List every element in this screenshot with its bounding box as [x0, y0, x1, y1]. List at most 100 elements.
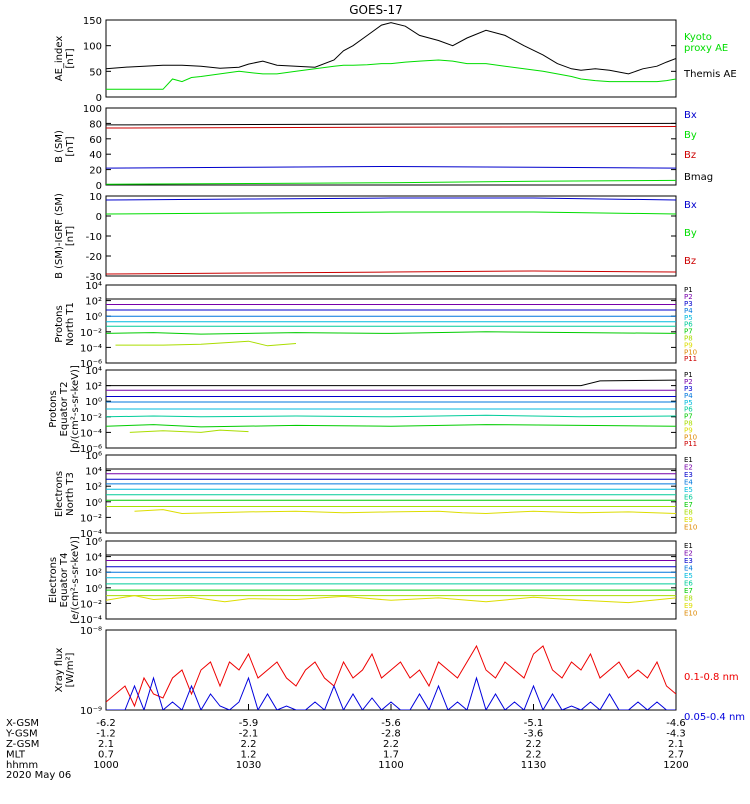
legend-entry-pn-p1: P1 — [684, 286, 693, 294]
series-line-bsm-by — [106, 179, 676, 185]
legend-entry-pe-p9: P9 — [684, 426, 693, 434]
y-tick-label: 0 — [96, 212, 102, 223]
x-row-value: -5.1 — [524, 718, 544, 729]
legend-entry-pe-p4: P4 — [684, 392, 693, 400]
legend-entry-en-e6: E6 — [684, 494, 693, 502]
panel-frame-bsm — [105, 107, 677, 186]
legend-entry-pe-p5: P5 — [684, 399, 693, 407]
y-tick-label: 10⁻⁴ — [80, 428, 102, 439]
panel-ee: 10⁻⁴ 10⁻² 10⁰ 10² 10⁴ 10⁶ ElectronsEquator T4[… — [48, 536, 697, 626]
panel-frame-en — [105, 454, 677, 534]
legend-entry-en-e10: E10 — [684, 524, 697, 532]
legend-entry-pn-p7: P7 — [684, 328, 693, 336]
y-axis-label-bigrf: B (SM)-IGRF (SM)[nT] — [54, 193, 76, 279]
y-tick-label: 10⁻⁴ — [80, 615, 102, 626]
series-line-pe-p6 — [106, 414, 676, 418]
x-row-value: -2.1 — [239, 729, 259, 740]
legend-entry-pn-p9: P9 — [684, 341, 693, 349]
y-tick-label: 10⁴ — [85, 553, 102, 564]
legend-entry-en-e9: E9 — [684, 516, 693, 524]
legend-entry-pe-p6: P6 — [684, 406, 693, 414]
panel-frame-bigrf — [105, 195, 677, 277]
legend-entry-bsm-bmag: Bmag — [684, 172, 713, 183]
y-tick-label: 10⁻² — [80, 413, 102, 424]
series-line-pe-p1 — [106, 379, 676, 387]
x-row-value: 0.7 — [98, 750, 114, 761]
series-line-bsm-bx — [106, 165, 676, 169]
x-row-value: 2.1 — [668, 739, 684, 750]
x-row-value: -2.8 — [381, 729, 401, 740]
legend-entry-pn-p8: P8 — [684, 335, 693, 343]
y-tick-label: 10² — [85, 568, 102, 579]
legend-entry-bigrf-bz: Bz — [684, 256, 696, 267]
legend-entry-pn-p6: P6 — [684, 321, 693, 329]
y-axis-label-ae: AE_index[nT] — [54, 36, 76, 82]
legend-entry-xray-0-1-0-8-nm: 0.1-0.8 nm — [684, 672, 739, 683]
legend-entry-ee-e2: E2 — [684, 550, 693, 558]
series-line-pe-p7 — [106, 424, 676, 428]
y-tick-label: 10⁴ — [85, 281, 102, 292]
x-row-value: 2.2 — [241, 739, 257, 750]
series-line-xray-0-05-0-4-nm — [106, 676, 676, 710]
series-line-pn-p7 — [106, 331, 676, 335]
y-axis-label-pn: ProtonsNorth T1 — [54, 302, 76, 346]
y-axis-label-xray: Xray flux[W/m²] — [54, 648, 76, 693]
y-tick-label: 40 — [89, 150, 102, 161]
y-tick-label: -20 — [86, 252, 102, 263]
x-row-value: 1030 — [236, 760, 261, 771]
legend-entry-ee-e9: E9 — [684, 602, 693, 610]
legend-entry-pn-p3: P3 — [684, 300, 693, 308]
panel-bsm: 0 20 40 60 80 100 B (SM)[nT] Bx By Bz Bmag — [54, 104, 713, 192]
x-row-value: -3.6 — [524, 729, 544, 740]
legend-entry-ee-e10: E10 — [684, 610, 697, 618]
legend-entry-pe-p10: P10 — [684, 433, 697, 441]
legend-entry-en-e8: E8 — [684, 509, 693, 517]
y-tick-label: 0 — [96, 181, 102, 192]
legend-entry-bigrf-by: By — [684, 228, 697, 239]
x-row-label-hhmm: hhmm — [6, 760, 38, 771]
y-tick-label: 10⁻⁴ — [80, 529, 102, 540]
legend-entry-bsm-bx: Bx — [684, 110, 697, 121]
series-line-ae-kyoto-proxy-ae — [106, 59, 676, 90]
panel-frame-ae — [105, 19, 677, 98]
y-axis-label-en: ElectronsNorth T3 — [54, 471, 76, 517]
series-line-bigrf-bx — [106, 197, 676, 201]
legend-entry-ae-themis-ae: Themis AE — [683, 69, 737, 80]
y-tick-label: 80 — [89, 119, 102, 130]
y-tick-label: 10⁰ — [85, 584, 102, 595]
y-axis-label-ee: ElectronsEquator T4[e/(cm²-s-sr-keV)] — [48, 536, 81, 624]
legend-entry-ee-e7: E7 — [684, 587, 693, 595]
series-line-bsm-bz — [106, 126, 676, 129]
y-tick-label: 10⁻⁹ — [80, 706, 102, 717]
y-tick-label: 10⁰ — [85, 498, 102, 509]
legend-entry-ee-e3: E3 — [684, 557, 693, 565]
y-tick-label: 10⁶ — [85, 537, 102, 548]
y-tick-label: -30 — [86, 272, 102, 283]
x-row-label-x-gsm: X-GSM — [6, 718, 39, 729]
legend-entry-xray-0-05-0-4-nm: 0.05-0.4 nm — [684, 712, 745, 723]
y-tick-label: 100 — [83, 42, 102, 53]
legend-entry-pe-p8: P8 — [684, 420, 693, 428]
x-row-value: -6.2 — [96, 718, 116, 729]
y-tick-label: 10⁻⁶ — [80, 359, 102, 370]
panel-pe: 10⁻⁶ 10⁻⁴ 10⁻² 10⁰ 10² 10⁴ ProtonsEquator T2[p… — [48, 365, 697, 455]
x-row-value: 1000 — [93, 760, 118, 771]
legend-entry-en-e5: E5 — [684, 486, 693, 494]
x-row-value: -5.6 — [381, 718, 401, 729]
panel-bigrf: -30 -20 -10 0 10 B (SM)-IGRF (SM)[nT] Bx By Bz — [54, 192, 697, 283]
panel-frame-pn — [105, 284, 677, 364]
legend-entry-bsm-by: By — [684, 130, 697, 141]
x-row-value: 2.2 — [526, 750, 542, 761]
y-tick-label: 60 — [89, 135, 102, 146]
x-row-value: -1.2 — [96, 729, 116, 740]
series-line-en-e9 — [134, 509, 676, 515]
panel-xray: 10⁻⁹ 10⁻⁸ Xray flux[W/m²] 0.1-0.8 nm 0.05-0.… — [54, 626, 745, 723]
y-tick-label: 0 — [96, 93, 102, 104]
series-line-pn-p8 — [115, 340, 297, 347]
y-tick-label: 10⁻² — [80, 328, 102, 339]
plot-title: GOES-17 — [349, 3, 403, 17]
x-row-value: -4.3 — [666, 729, 686, 740]
